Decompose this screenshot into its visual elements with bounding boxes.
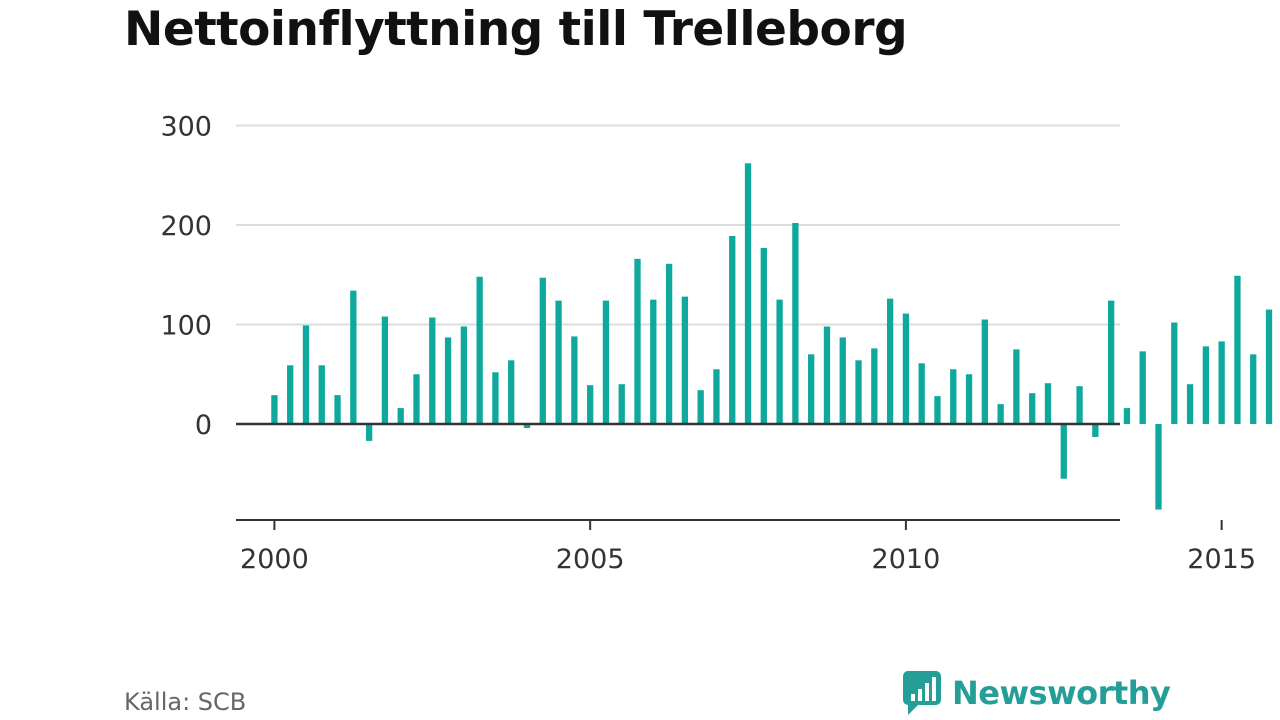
bar-series xyxy=(271,163,1273,510)
bar xyxy=(334,395,341,424)
bar xyxy=(587,385,594,424)
bar xyxy=(886,298,894,424)
y-tick-label: 200 xyxy=(160,211,212,242)
x-axis-ticks: 200020052010201520202025 xyxy=(240,520,1256,575)
brand-name: Newsworthy xyxy=(952,674,1171,712)
bar xyxy=(397,408,404,424)
bar xyxy=(1155,424,1162,510)
bar xyxy=(571,336,578,424)
bar xyxy=(1123,408,1131,424)
bar xyxy=(871,348,878,424)
bar xyxy=(302,325,310,424)
bar xyxy=(634,258,641,424)
bar xyxy=(650,299,657,425)
bar xyxy=(508,360,515,424)
bar xyxy=(318,365,325,424)
bar xyxy=(271,395,278,424)
bar xyxy=(492,372,499,424)
bar xyxy=(539,277,546,424)
bar xyxy=(381,316,389,424)
gridlines xyxy=(236,124,1120,326)
bar xyxy=(1013,349,1020,425)
bar xyxy=(1234,275,1241,424)
bar xyxy=(1218,341,1225,424)
bar xyxy=(1139,351,1146,424)
bar xyxy=(681,296,689,424)
bar xyxy=(555,300,562,424)
bar xyxy=(365,424,373,441)
bar xyxy=(1107,300,1115,424)
bar xyxy=(823,326,831,424)
bar xyxy=(1076,386,1083,424)
bar xyxy=(287,365,294,424)
newsworthy-logo-icon xyxy=(903,671,941,715)
bar xyxy=(460,326,467,424)
bar xyxy=(965,374,973,424)
x-tick-label: 2000 xyxy=(240,544,309,575)
bar xyxy=(792,223,799,424)
bar xyxy=(744,163,752,424)
bar xyxy=(523,424,531,428)
bar xyxy=(444,337,452,424)
bar xyxy=(1044,383,1052,424)
bar xyxy=(476,276,483,424)
bar xyxy=(997,404,1004,424)
bar xyxy=(855,360,862,424)
bar xyxy=(776,299,783,425)
y-tick-label: 100 xyxy=(160,311,212,342)
y-tick-label: 300 xyxy=(160,112,212,143)
bar xyxy=(618,384,625,424)
bar xyxy=(918,363,925,424)
bar xyxy=(1060,424,1067,479)
bar xyxy=(1029,393,1036,424)
chart-title: Nettoinflyttning till Trelleborg xyxy=(124,2,908,57)
bar xyxy=(697,390,704,424)
bar xyxy=(808,354,815,424)
bar xyxy=(665,263,673,424)
bar xyxy=(1202,346,1210,424)
bar xyxy=(902,313,910,424)
bar xyxy=(429,317,436,424)
x-tick-label: 2005 xyxy=(556,544,625,575)
x-tick-label: 2010 xyxy=(872,544,941,575)
x-tick-label: 2015 xyxy=(1187,544,1256,575)
bar xyxy=(413,374,420,424)
bar xyxy=(350,290,357,424)
bar xyxy=(981,319,988,424)
y-axis-ticks: 0 100 200 300 xyxy=(160,112,212,442)
bar xyxy=(1092,424,1099,437)
y-tick-label: 0 xyxy=(195,410,212,441)
bar xyxy=(1265,309,1273,424)
bar xyxy=(602,300,610,424)
bar xyxy=(729,235,736,424)
bar xyxy=(934,396,941,424)
bar xyxy=(760,247,767,424)
bar xyxy=(713,369,720,424)
source-note: Källa: SCB xyxy=(124,688,247,716)
brand-logo: Newsworthy xyxy=(902,670,1171,716)
bar xyxy=(1171,322,1178,424)
bar xyxy=(839,337,846,424)
bar xyxy=(1186,384,1194,424)
bar xyxy=(1250,354,1257,424)
bar xyxy=(950,369,957,424)
